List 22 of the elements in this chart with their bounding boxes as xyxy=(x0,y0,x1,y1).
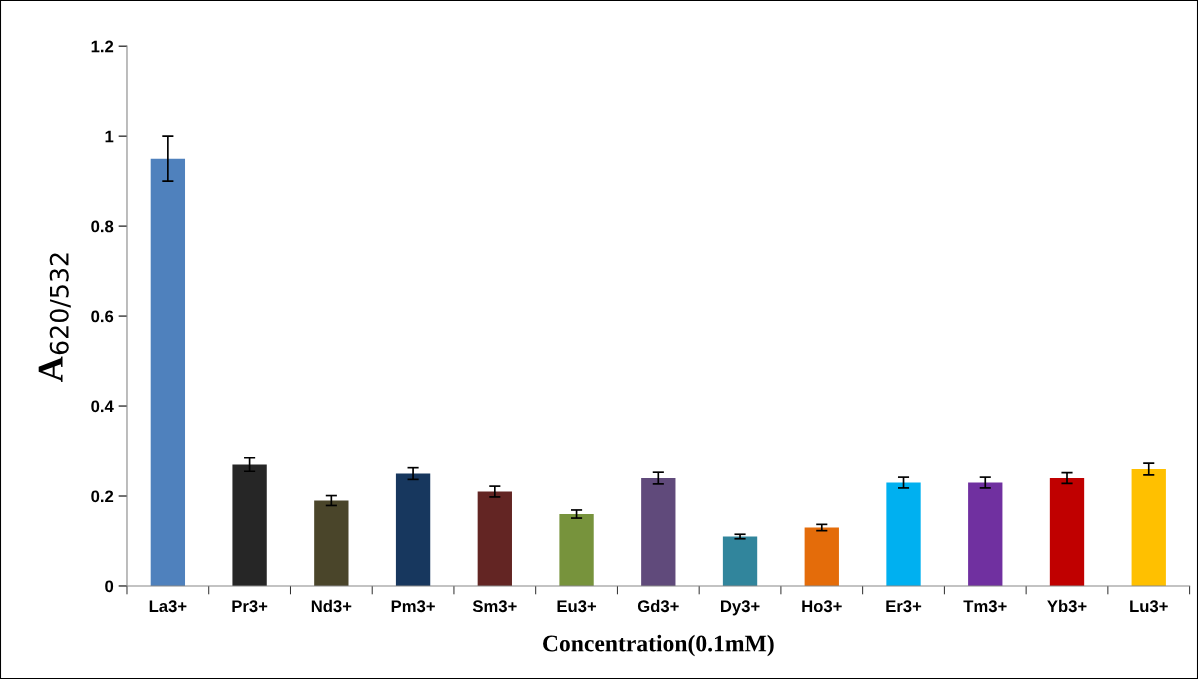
x-tick-label: Sm3+ xyxy=(472,600,517,613)
y-tick-label: 0.8 xyxy=(91,220,114,233)
x-tick-label: Tm3+ xyxy=(963,600,1007,613)
y-axis-title: A$_{620/532}$ xyxy=(38,253,71,382)
y-tick-label: 1.2 xyxy=(91,40,114,53)
x-tick-label: La3+ xyxy=(149,600,187,613)
x-tick-label: Er3+ xyxy=(886,600,922,613)
x-tick-label: Nd3+ xyxy=(311,599,352,613)
x-tick-label: Lu3+ xyxy=(1130,600,1168,613)
x-tick-label: Yb3+ xyxy=(1047,599,1087,613)
x-tick-label: Pr3+ xyxy=(232,600,268,613)
y-tick-label: 0.2 xyxy=(91,490,114,503)
x-tick-label: Eu3+ xyxy=(557,600,597,613)
y-tick-label: 0.6 xyxy=(91,310,114,323)
x-axis-title: Concentration(0.1mM) xyxy=(543,634,774,657)
y-tick-label: 0.4 xyxy=(91,400,114,413)
y-tick-label: 1 xyxy=(105,130,114,143)
y-tick-label: 0 xyxy=(105,580,114,593)
x-tick-label: Dy3+ xyxy=(721,600,760,616)
x-tick-label: Gd3+ xyxy=(637,599,679,613)
x-tick-label: Pm3+ xyxy=(391,600,435,613)
x-tick-label: Ho3+ xyxy=(802,600,842,613)
